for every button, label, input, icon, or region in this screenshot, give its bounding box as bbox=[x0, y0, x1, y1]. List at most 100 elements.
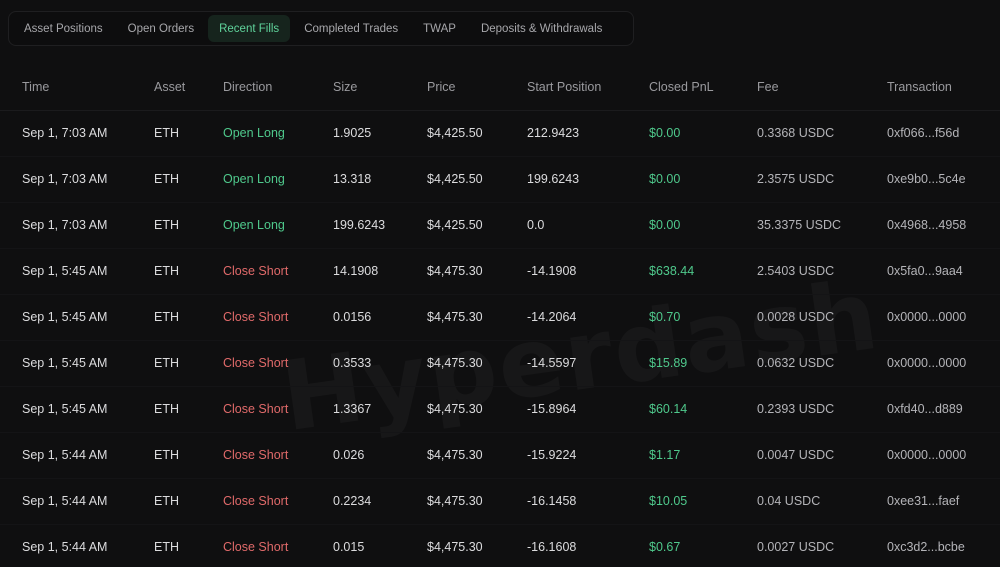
table-row[interactable]: Sep 1, 5:45 AM ETH Close Short 0.3533 $4,475… bbox=[0, 340, 1000, 386]
header-fee[interactable]: Fee bbox=[757, 64, 887, 111]
cell-closed-pnl: $0.00 bbox=[649, 126, 681, 140]
cell-size: 1.9025 bbox=[333, 126, 372, 140]
cell-time: Sep 1, 5:45 AM bbox=[22, 310, 108, 324]
cell-size: 14.1908 bbox=[333, 264, 379, 278]
cell-direction: Close Short bbox=[223, 448, 289, 462]
cell-closed-pnl: $60.14 bbox=[649, 402, 688, 416]
cell-transaction-link[interactable]: 0xe9b0...5c4e bbox=[887, 172, 966, 186]
cell-direction: Close Short bbox=[223, 310, 289, 324]
cell-start-position: -16.1608 bbox=[527, 540, 577, 554]
cell-direction: Close Short bbox=[223, 402, 289, 416]
table-row[interactable]: Sep 1, 5:44 AM ETH Close Short 0.026 $4,475.… bbox=[0, 432, 1000, 478]
cell-size: 199.6243 bbox=[333, 218, 386, 232]
header-closed-pnl[interactable]: Closed PnL bbox=[649, 64, 757, 111]
cell-fee: 0.0028 USDC bbox=[757, 310, 835, 324]
cell-size: 0.026 bbox=[333, 448, 365, 462]
cell-start-position: -15.9224 bbox=[527, 448, 577, 462]
cell-closed-pnl: $0.70 bbox=[649, 310, 681, 324]
cell-transaction-link[interactable]: 0xc3d2...bcbe bbox=[887, 540, 965, 554]
tab-completed-trades[interactable]: Completed Trades bbox=[304, 22, 399, 35]
cell-direction: Open Long bbox=[223, 218, 285, 232]
cell-transaction-link[interactable]: 0xfd40...d889 bbox=[887, 402, 963, 416]
cell-start-position: -16.1458 bbox=[527, 494, 577, 508]
cell-start-position: -14.2064 bbox=[527, 310, 577, 324]
cell-start-position: -14.1908 bbox=[527, 264, 577, 278]
table-row[interactable]: Sep 1, 5:44 AM ETH Close Short 0.2234 $4,475… bbox=[0, 478, 1000, 524]
cell-transaction-link[interactable]: 0x5fa0...9aa4 bbox=[887, 264, 963, 278]
cell-fee: 2.5403 USDC bbox=[757, 264, 835, 278]
cell-closed-pnl: $15.89 bbox=[649, 356, 688, 370]
tab-deposits-withdrawals[interactable]: Deposits & Withdrawals bbox=[480, 22, 603, 35]
cell-price: $4,425.50 bbox=[427, 218, 483, 232]
table-row[interactable]: Sep 1, 7:03 AM ETH Open Long 1.9025 $4,425.5… bbox=[0, 110, 1000, 156]
cell-direction: Close Short bbox=[223, 356, 289, 370]
cell-closed-pnl: $0.67 bbox=[649, 540, 681, 554]
tab-recent-fills[interactable]: Recent Fills bbox=[208, 15, 291, 42]
cell-transaction-link[interactable]: 0xee31...faef bbox=[887, 494, 960, 508]
table-row[interactable]: Sep 1, 5:45 AM ETH Close Short 0.0156 $4,475… bbox=[0, 294, 1000, 340]
cell-fee: 0.0027 USDC bbox=[757, 540, 835, 554]
cell-fee: 35.3375 USDC bbox=[757, 218, 842, 232]
cell-time: Sep 1, 5:44 AM bbox=[22, 540, 108, 554]
tab-twap[interactable]: TWAP bbox=[423, 22, 456, 35]
cell-direction: Close Short bbox=[223, 494, 289, 508]
cell-closed-pnl: $1.17 bbox=[649, 448, 681, 462]
cell-price: $4,475.30 bbox=[427, 540, 483, 554]
table-row[interactable]: Sep 1, 7:03 AM ETH Open Long 199.6243 $4,425… bbox=[0, 202, 1000, 248]
cell-price: $4,425.50 bbox=[427, 172, 483, 186]
tab-open-orders[interactable]: Open Orders bbox=[127, 22, 195, 35]
cell-transaction-link[interactable]: 0x0000...0000 bbox=[887, 356, 967, 370]
header-time[interactable]: Time bbox=[0, 64, 154, 111]
cell-time: Sep 1, 5:44 AM bbox=[22, 494, 108, 508]
cell-price: $4,475.30 bbox=[427, 356, 483, 370]
cell-start-position: 0.0 bbox=[527, 218, 545, 232]
cell-transaction-link[interactable]: 0x4968...4958 bbox=[887, 218, 967, 232]
cell-price: $4,475.30 bbox=[427, 448, 483, 462]
cell-fee: 0.04 USDC bbox=[757, 494, 821, 508]
header-price[interactable]: Price bbox=[427, 64, 527, 111]
cell-closed-pnl: $0.00 bbox=[649, 218, 681, 232]
cell-asset: ETH bbox=[154, 448, 179, 462]
cell-start-position: 199.6243 bbox=[527, 172, 580, 186]
cell-time: Sep 1, 7:03 AM bbox=[22, 172, 108, 186]
cell-time: Sep 1, 7:03 AM bbox=[22, 218, 108, 232]
cell-direction: Open Long bbox=[223, 126, 285, 140]
cell-price: $4,475.30 bbox=[427, 264, 483, 278]
table-row[interactable]: Sep 1, 5:45 AM ETH Close Short 14.1908 $4,47… bbox=[0, 248, 1000, 294]
cell-transaction-link[interactable]: 0x0000...0000 bbox=[887, 448, 967, 462]
cell-time: Sep 1, 5:45 AM bbox=[22, 356, 108, 370]
cell-fee: 0.0047 USDC bbox=[757, 448, 835, 462]
cell-price: $4,475.30 bbox=[427, 310, 483, 324]
cell-time: Sep 1, 5:45 AM bbox=[22, 264, 108, 278]
header-start-position[interactable]: Start Position bbox=[527, 64, 649, 111]
header-asset[interactable]: Asset bbox=[154, 64, 223, 111]
header-size[interactable]: Size bbox=[333, 64, 427, 111]
tab-asset-positions[interactable]: Asset Positions bbox=[24, 22, 103, 35]
table-row[interactable]: Sep 1, 7:03 AM ETH Open Long 13.318 $4,425.5… bbox=[0, 156, 1000, 202]
cell-direction: Close Short bbox=[223, 540, 289, 554]
cell-time: Sep 1, 5:44 AM bbox=[22, 448, 108, 462]
cell-asset: ETH bbox=[154, 172, 179, 186]
cell-transaction-link[interactable]: 0xf066...f56d bbox=[887, 126, 960, 140]
cell-size: 1.3367 bbox=[333, 402, 372, 416]
header-transaction[interactable]: Transaction bbox=[887, 64, 1000, 111]
cell-fee: 0.0632 USDC bbox=[757, 356, 835, 370]
cell-price: $4,425.50 bbox=[427, 126, 483, 140]
cell-fee: 2.3575 USDC bbox=[757, 172, 835, 186]
cell-time: Sep 1, 7:03 AM bbox=[22, 126, 108, 140]
cell-fee: 0.2393 USDC bbox=[757, 402, 835, 416]
tab-bar: Asset Positions Open Orders Recent Fills… bbox=[8, 11, 634, 46]
header-direction[interactable]: Direction bbox=[223, 64, 333, 111]
cell-price: $4,475.30 bbox=[427, 494, 483, 508]
cell-size: 13.318 bbox=[333, 172, 372, 186]
cell-closed-pnl: $0.00 bbox=[649, 172, 681, 186]
cell-transaction-link[interactable]: 0x0000...0000 bbox=[887, 310, 967, 324]
table-row[interactable]: Sep 1, 5:44 AM ETH Close Short 0.015 $4,475.… bbox=[0, 524, 1000, 567]
table-header-row: Time Asset Direction Size Price Start Po… bbox=[0, 64, 1000, 111]
table-row[interactable]: Sep 1, 5:45 AM ETH Close Short 1.3367 $4,475… bbox=[0, 386, 1000, 432]
cell-size: 0.015 bbox=[333, 540, 365, 554]
cell-asset: ETH bbox=[154, 356, 179, 370]
cell-closed-pnl: $638.44 bbox=[649, 264, 695, 278]
cell-asset: ETH bbox=[154, 218, 179, 232]
